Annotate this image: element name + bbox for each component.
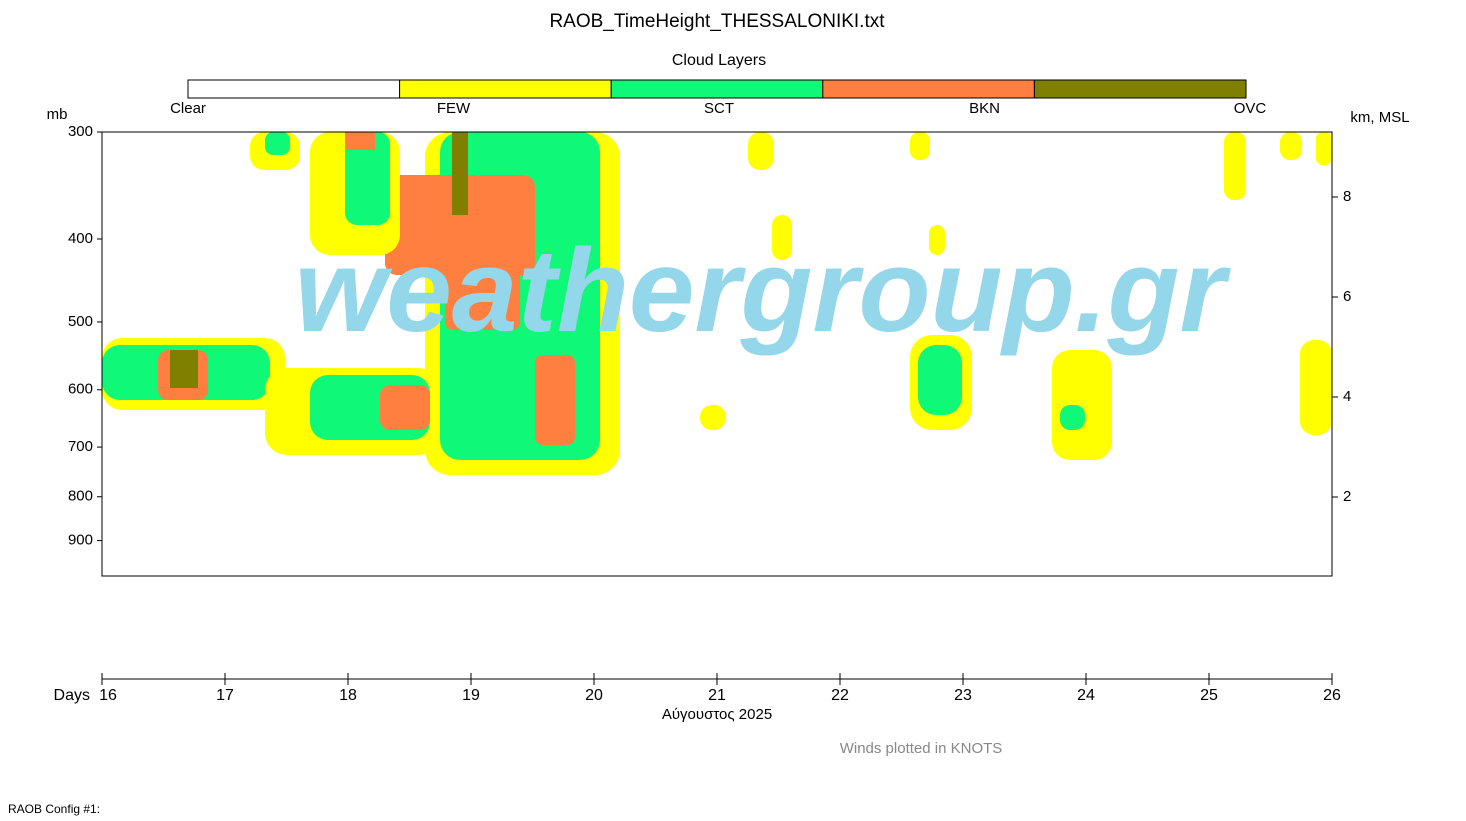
watermark: weathergroup.gr xyxy=(295,225,1232,357)
y2-tick-label: 6 xyxy=(1343,288,1351,305)
y-tick-label: 500 xyxy=(68,313,93,330)
cloud-regions xyxy=(102,132,1332,475)
y-tick-label: 900 xyxy=(68,532,93,549)
y-axis-label: mb xyxy=(47,106,68,123)
legend-swatch xyxy=(610,79,824,99)
legend-swatch xyxy=(1033,79,1247,99)
chart-title: RAOB_TimeHeight_THESSALONIKI.txt xyxy=(549,11,885,32)
x-tick-label: 20 xyxy=(585,687,603,704)
footer: RAOB Config #1: xyxy=(8,802,100,816)
x-tick-label: 24 xyxy=(1077,687,1095,704)
x-tick-label: 21 xyxy=(708,687,726,704)
x-axis-label: Days xyxy=(54,687,90,704)
legend-label: FEW xyxy=(437,100,471,117)
x-tick-label: 18 xyxy=(339,687,357,704)
y2-tick-label: 4 xyxy=(1343,388,1351,405)
legend-label: SCT xyxy=(704,100,734,117)
y2-tick-label: 8 xyxy=(1343,188,1351,205)
legend-label: Clear xyxy=(170,100,206,117)
legend-swatch xyxy=(822,79,1035,99)
plot-frame xyxy=(101,131,1333,577)
note: Winds plotted in KNOTS xyxy=(840,740,1003,757)
x-axis-sublabel: Αύγουστος 2025 xyxy=(662,706,772,723)
x-tick-label: 25 xyxy=(1200,687,1218,704)
y2-axis-label: km, MSL xyxy=(1350,109,1409,126)
y2-tick-label: 2 xyxy=(1343,488,1351,505)
x-tick-label: 22 xyxy=(831,687,849,704)
y-tick-label: 400 xyxy=(68,230,93,247)
y-tick-label: 800 xyxy=(68,488,93,505)
x-tick-label: 26 xyxy=(1323,687,1341,704)
x-tick-label: 23 xyxy=(954,687,972,704)
legend-title: Cloud Layers xyxy=(672,52,766,69)
x-tick-label: 17 xyxy=(216,687,234,704)
y-tick-label: 300 xyxy=(68,123,93,140)
legend-label: BKN xyxy=(969,100,1000,117)
y-tick-label: 700 xyxy=(68,438,93,455)
y-tick-label: 600 xyxy=(68,381,93,398)
x-tick-label: 16 xyxy=(99,687,117,704)
legend-swatch xyxy=(399,79,612,99)
x-tick-label: 19 xyxy=(462,687,480,704)
legend-label: OVC xyxy=(1234,100,1267,117)
legend-swatch xyxy=(187,79,401,99)
